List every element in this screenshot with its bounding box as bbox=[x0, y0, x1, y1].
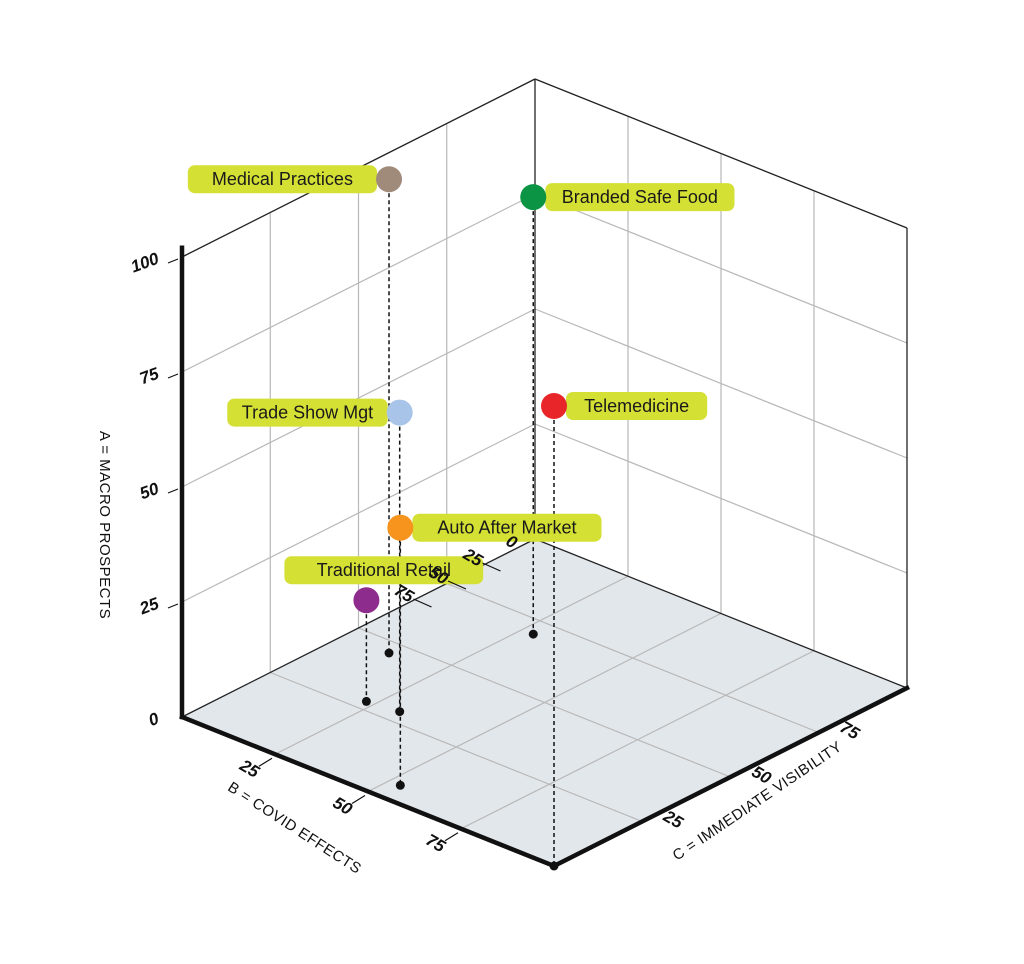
tick-label-b: 50 bbox=[330, 793, 356, 819]
point-label: Branded Safe Food bbox=[562, 187, 718, 207]
data-point bbox=[376, 166, 403, 193]
data-point bbox=[387, 514, 414, 541]
point-label: Auto After Market bbox=[437, 518, 576, 538]
tick-mark-b bbox=[351, 794, 366, 805]
axis-title-a: A = MACRO PROSPECTS bbox=[96, 431, 113, 619]
point-label: Traditional Retail bbox=[317, 560, 451, 580]
floor-dot bbox=[384, 648, 394, 658]
data-point bbox=[541, 393, 567, 419]
point-label-bg bbox=[566, 392, 708, 420]
data-point bbox=[520, 184, 547, 211]
tick-label-a: 75 bbox=[137, 364, 162, 389]
tick-label-b: 75 bbox=[423, 830, 449, 856]
box-edge bbox=[534, 78, 908, 229]
axis-title-b: B = COVID EFFECTS bbox=[225, 779, 365, 878]
point-label-bg bbox=[227, 398, 388, 427]
axes bbox=[179, 78, 911, 870]
floor-dot bbox=[361, 696, 371, 706]
data-points: Medical Practices Branded Safe Food Trade … bbox=[187, 165, 735, 614]
tick-mark-a bbox=[167, 373, 179, 379]
tick-label-a: 0 bbox=[146, 709, 162, 730]
point-label-bg bbox=[412, 513, 602, 542]
tick-mark-b bbox=[258, 757, 273, 767]
tick-mark-a bbox=[167, 488, 179, 494]
point-label: Telemedicine bbox=[584, 396, 689, 416]
tick-label-a: 50 bbox=[137, 479, 162, 504]
point-label-bg bbox=[284, 556, 484, 585]
axis-line bbox=[179, 714, 557, 869]
tick-mark-b bbox=[447, 580, 467, 590]
tick-label-a: 25 bbox=[136, 594, 162, 619]
tick-label-b: 25 bbox=[236, 755, 263, 782]
box-edge bbox=[534, 538, 908, 689]
point-label: Medical Practices bbox=[212, 169, 353, 189]
floor-dot bbox=[528, 629, 538, 639]
tick-mark-a bbox=[167, 603, 179, 609]
point-label-bg bbox=[187, 165, 378, 194]
data-point bbox=[386, 399, 413, 426]
point-label-bg bbox=[545, 183, 735, 212]
floor-grid-c bbox=[358, 627, 731, 778]
tick-mark-a bbox=[167, 258, 179, 264]
floor-grid-b bbox=[460, 650, 815, 830]
floor-grid-c bbox=[446, 582, 819, 734]
axis-line bbox=[550, 684, 911, 870]
floor-dot bbox=[395, 780, 405, 790]
tick-mark-b bbox=[482, 562, 501, 572]
tick-mark-b bbox=[444, 832, 459, 842]
point-label: Trade Show Mgt bbox=[242, 403, 373, 423]
floor-dot bbox=[549, 861, 559, 871]
tick-label-a: 100 bbox=[128, 249, 162, 277]
data-point bbox=[353, 587, 380, 614]
tick-mark-b bbox=[413, 598, 432, 608]
